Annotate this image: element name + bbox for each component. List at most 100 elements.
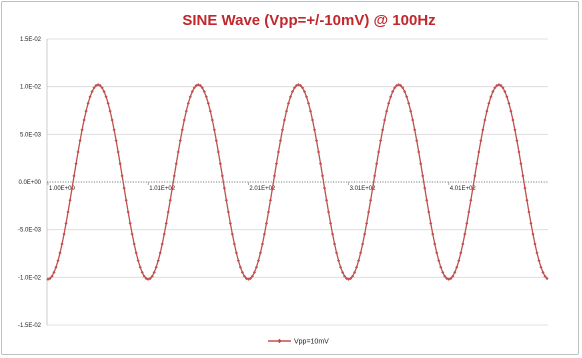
gridlines (47, 38, 548, 326)
data-point (270, 186, 275, 190)
x-tick-labels: 1.00E+00 1.01E+02 2.01E+02 3.01E+02 4.01E+02 (49, 186, 476, 192)
data-point (98, 83, 102, 88)
data-point (389, 95, 393, 99)
data-point (537, 259, 541, 263)
data-point (128, 221, 132, 225)
data-point (122, 186, 126, 190)
data-point (409, 109, 413, 113)
data-point (68, 198, 72, 202)
data-point (529, 221, 533, 225)
y-tick-label: -1.5E-02 (18, 323, 42, 329)
data-point (320, 174, 325, 178)
data-point (499, 83, 503, 88)
data-point (66, 210, 70, 214)
data-point (427, 210, 431, 214)
data-point (142, 274, 146, 278)
data-point (276, 150, 281, 154)
data-point (216, 150, 220, 154)
data-point (318, 162, 323, 166)
data-point (353, 270, 357, 275)
data-point (170, 186, 174, 190)
data-point (481, 128, 485, 132)
data-point (495, 83, 499, 88)
data-point (513, 128, 517, 132)
data-point (415, 139, 419, 143)
data-point (116, 150, 120, 154)
data-point (527, 210, 531, 214)
data-point (519, 162, 523, 166)
data-point (391, 89, 395, 94)
data-point (60, 242, 64, 246)
data-point (288, 95, 293, 99)
data-point (334, 251, 339, 255)
data-point (361, 242, 365, 246)
data-point (347, 277, 351, 281)
y-tick-labels: -1.5E-02 -1.0E-02 -5.0E-03 0.0E+00 5.0E-03 1.… (18, 37, 42, 329)
y-tick-label: -5.0E-03 (18, 228, 42, 234)
data-point (234, 251, 238, 255)
data-point (92, 86, 96, 90)
data-point (479, 139, 483, 143)
x-tick-label: 1.00E+00 (49, 186, 76, 192)
data-point (144, 276, 148, 281)
data-point (166, 210, 170, 214)
data-point (56, 259, 60, 263)
chart-title: SINE Wave (Vpp=+/-10mV) @ 100Hz (182, 12, 435, 29)
data-point (286, 101, 291, 105)
data-point (377, 150, 381, 154)
data-point (278, 139, 283, 143)
data-point (58, 251, 62, 255)
data-point (118, 162, 122, 166)
data-point (242, 274, 246, 278)
data-point (280, 128, 285, 132)
data-point (176, 150, 180, 154)
data-point (493, 86, 497, 90)
data-point (184, 109, 188, 113)
data-point (387, 101, 391, 105)
data-point (100, 86, 104, 90)
data-point (483, 118, 487, 122)
data-point (533, 242, 537, 246)
data-point (112, 128, 116, 132)
data-point (515, 139, 519, 143)
data-point (375, 162, 379, 166)
data-point (355, 265, 359, 269)
data-point (206, 101, 210, 105)
data-point (471, 186, 475, 190)
data-point (310, 118, 315, 122)
data-point (531, 232, 535, 236)
data-point (108, 109, 112, 113)
data-point (236, 259, 240, 263)
data-point (449, 276, 453, 281)
data-point (351, 274, 355, 278)
data-point (509, 109, 513, 113)
data-point (487, 101, 491, 105)
data-point (517, 150, 521, 154)
x-tick-label: 1.01E+02 (149, 186, 176, 192)
data-point (473, 174, 477, 178)
data-point (220, 174, 224, 178)
data-point (328, 221, 333, 225)
data-point (214, 139, 218, 143)
data-point (50, 274, 54, 278)
data-point (439, 265, 443, 269)
data-point (463, 232, 467, 236)
data-point (345, 276, 349, 281)
data-point (258, 251, 263, 255)
data-point (507, 101, 511, 105)
data-point (385, 109, 389, 113)
data-point (545, 276, 549, 281)
data-point (342, 274, 347, 278)
data-point (433, 242, 437, 246)
data-point (395, 83, 399, 88)
data-point (324, 198, 329, 202)
data-point (539, 265, 543, 269)
data-point (244, 276, 248, 281)
data-point (469, 198, 473, 202)
data-point (156, 259, 160, 263)
data-point (152, 270, 156, 275)
data-point (505, 95, 509, 99)
data-point (228, 221, 232, 225)
data-point (54, 265, 58, 269)
data-point (379, 139, 383, 143)
